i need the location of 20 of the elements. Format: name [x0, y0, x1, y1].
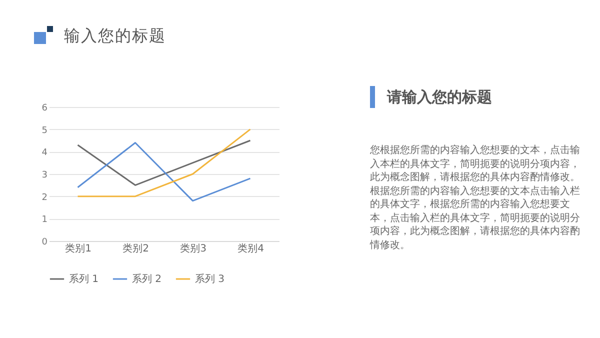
x-tick-label: 类别1 — [65, 242, 92, 254]
x-tick-label: 类别4 — [238, 242, 264, 254]
legend-label: 系列 3 — [195, 273, 225, 285]
line-series — [77, 142, 251, 202]
y-tick-label: 5 — [42, 126, 48, 136]
y-tick-label: 1 — [42, 215, 48, 226]
chart-title: 输入您的标题 — [64, 26, 166, 47]
y-tick-label: 3 — [42, 170, 48, 180]
text: 您根据您所需的内容输入您想要的文本，点击输入本栏的具体文字，简明扼要的说明分项内容，此为概念图解，请根据您的具体内容酌情修改。 — [370, 144, 581, 184]
text: 请输入您的标题 — [370, 86, 492, 108]
x-tick-label: 类别3 — [180, 242, 206, 254]
legend-label: 系列 1 — [69, 273, 99, 285]
y-tick-label: 4 — [42, 148, 48, 158]
line-series — [77, 140, 251, 186]
legend-label: 系列 2 — [132, 273, 162, 285]
y-tick-label: 6 — [42, 104, 48, 114]
y-tick-label: 2 — [42, 192, 48, 203]
y-tick-label: 0 — [42, 238, 48, 248]
text: 根据您所需的内容输入您想要的文本点击输入栏的具体文字，根据您所需的内容输入您想要文本，点击输入栏的具体文字，简明扼要的说明分项内容，此为概念图解，请根据您的具体内容酌情修改。 — [370, 184, 581, 252]
x-tick-label: 类别2 — [122, 242, 149, 254]
